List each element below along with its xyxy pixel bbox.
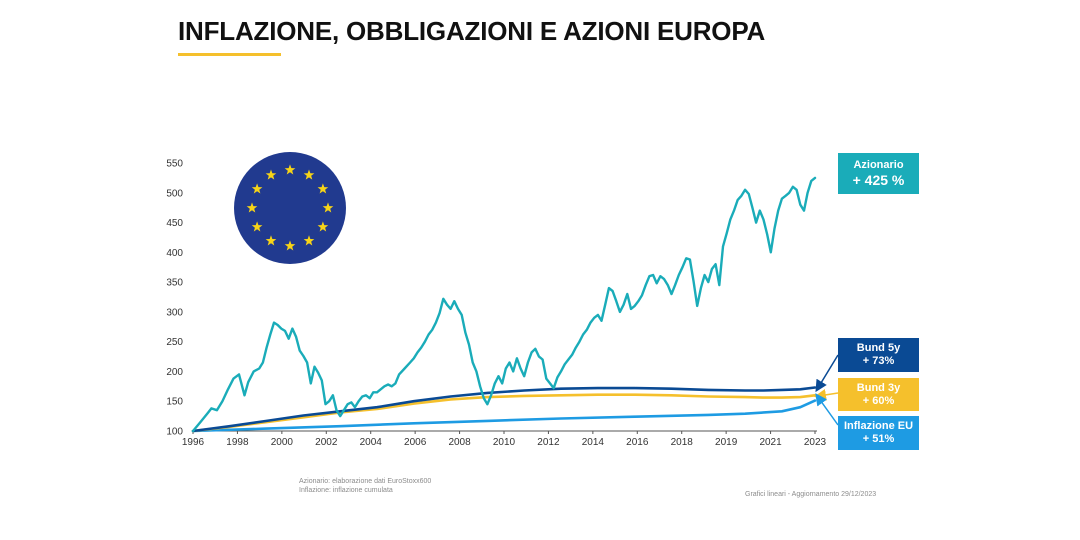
x-tick-label: 2021 [759,437,782,448]
equity-label-change: + 425 % [852,171,905,188]
y-tick-label: 200 [166,367,183,378]
x-tick-label: 2023 [804,437,827,448]
eu-flag-star [251,183,263,194]
series-line-inflation [191,399,817,433]
inflation-label-name: Inflazione EU [843,420,914,432]
eu-flag-star [303,235,315,246]
eu-flag-star [322,202,334,213]
x-tick-label: 1996 [182,437,205,448]
series-layer [191,176,817,433]
eu-flag-star [284,164,296,175]
x-tick-label: 2018 [671,437,694,448]
source-notes: Azionario: elaborazione dati EuroStoxx60… [299,477,431,495]
series-line-equity [191,176,817,433]
x-tick-label: 2004 [360,437,383,448]
eu-flag-star [303,169,315,180]
inflation-label-change: + 51% [862,433,895,445]
bund5-label-name: Bund 5y [856,342,901,354]
bund5-label-box: Bund 5y + 73% [838,338,919,372]
x-tick-label: 2008 [448,437,471,448]
inflation-label-box: Inflazione EU + 51% [838,416,919,450]
y-tick-label: 150 [166,397,183,408]
source-line-1: Azionario: elaborazione dati EuroStoxx60… [299,478,432,485]
y-tick-label: 350 [166,278,183,289]
page-title: INFLAZIONE, OBBLIGAZIONI E AZIONI EUROPA [178,16,766,46]
bund5-label-change: + 73% [862,355,895,367]
footer-right: Grafici lineari - Aggiornamento 29/12/20… [745,491,877,498]
x-tick-label: 2016 [626,437,649,448]
eu-flag-star [265,169,277,180]
eu-flag-icon [234,152,346,264]
y-tick-label: 400 [166,248,183,259]
inflation-arrow [815,393,839,426]
eu-flag-star [317,221,329,232]
y-tick-label: 100 [166,427,183,438]
equity-label-box: Azionario + 425 % [838,153,919,194]
bund3-label-change: + 60% [862,394,895,407]
label-arrows [814,354,839,426]
x-tick-label: 2006 [404,437,427,448]
eu-flag-star [265,235,277,246]
x-tick-label: 2012 [537,437,560,448]
series-line-bund3 [191,393,817,433]
x-tick-label: 2000 [271,437,294,448]
source-line-2: Inflazione: inflazione cumulata [299,487,393,494]
eu-flag-disc [234,152,346,264]
eu-flag-star [284,240,296,251]
eu-flag-star [246,202,258,213]
bund5-arrow [815,354,839,393]
x-axis: 1996 1998 2000 2002 2004 2006 2008 2010 2012 2014… [182,430,827,448]
x-tick-label: 2010 [493,437,516,448]
eu-flag-star [251,221,263,232]
x-tick-label: 2019 [715,437,738,448]
y-tick-label: 450 [166,218,183,229]
x-tick-label: 2002 [315,437,338,448]
x-tick-label: 1998 [226,437,249,448]
y-tick-label: 250 [166,337,183,348]
y-axis: 100 150 200 250 300 350 400 450 500 550 [166,159,183,438]
y-tick-label: 300 [166,307,183,318]
eu-flag-star [317,183,329,194]
y-tick-label: 550 [166,159,183,170]
bund3-label-box: Bund 3y + 60% [838,378,919,411]
bund3-arrow [814,388,839,401]
equity-label-name: Azionario [853,158,904,171]
y-tick-label: 500 [166,188,183,199]
x-tick-label: 2014 [582,437,605,448]
title-underline [178,53,281,56]
bund3-label-name: Bund 3y [856,381,901,394]
series-line-bund5 [191,386,817,433]
